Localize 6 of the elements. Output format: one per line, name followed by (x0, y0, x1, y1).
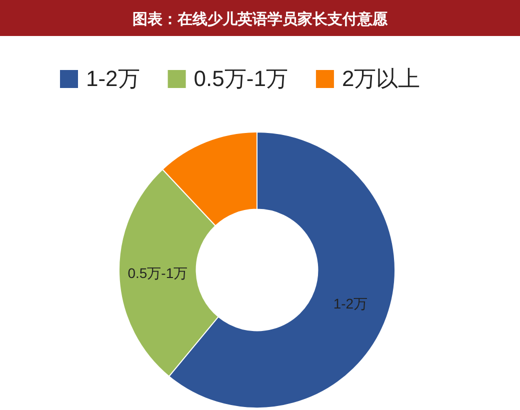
legend-label: 1-2万 (86, 66, 140, 91)
legend-label: 2万以上 (342, 66, 420, 91)
slice-label: 0.5万-1万 (128, 265, 188, 282)
slice-label: 1-2万 (333, 296, 368, 312)
legend-label: 0.5万-1万 (194, 66, 288, 91)
chart-title: 图表：在线少儿英语学员家长支付意愿 (132, 10, 388, 28)
